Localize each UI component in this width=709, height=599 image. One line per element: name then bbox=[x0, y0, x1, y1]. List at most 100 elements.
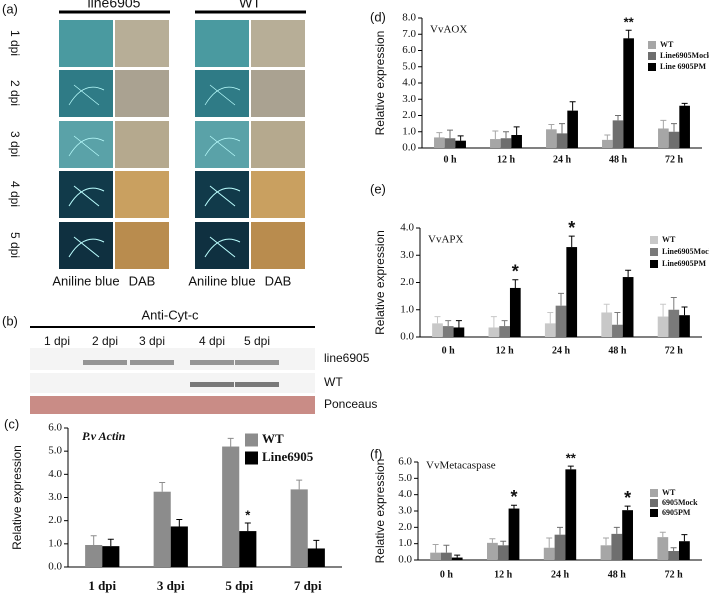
bar bbox=[554, 534, 566, 560]
error-bar bbox=[159, 481, 166, 492]
significance: ** bbox=[624, 15, 635, 30]
y-tick-label: 5.0 bbox=[398, 472, 412, 484]
bar bbox=[102, 546, 120, 567]
bar bbox=[432, 323, 443, 337]
lane-label: 4 dpi bbox=[199, 334, 225, 348]
row-label: 5 dpi bbox=[8, 232, 22, 258]
y-tick-label: 6.0 bbox=[398, 456, 412, 468]
micrograph bbox=[195, 171, 249, 218]
y-tick-label: 4.0 bbox=[398, 488, 412, 500]
bar bbox=[441, 552, 452, 560]
y-tick-label: 1.0 bbox=[402, 125, 416, 137]
bar bbox=[668, 309, 680, 337]
micrograph bbox=[115, 222, 169, 269]
stain-label: DAB bbox=[265, 273, 292, 288]
error-bar bbox=[559, 123, 565, 134]
error-bar bbox=[176, 519, 183, 527]
bar bbox=[678, 541, 690, 560]
hypha bbox=[68, 84, 105, 106]
antibody-label: Anti-Cyt-c bbox=[141, 307, 199, 322]
bar bbox=[444, 138, 456, 148]
micrograph bbox=[115, 20, 169, 67]
error-bar bbox=[671, 123, 677, 132]
bar bbox=[657, 316, 669, 337]
micrograph bbox=[251, 222, 305, 269]
significance: ** bbox=[566, 451, 577, 466]
x-tick-label: 0 h bbox=[440, 569, 454, 580]
bar bbox=[222, 446, 240, 567]
blot bbox=[30, 348, 315, 370]
band bbox=[83, 360, 127, 365]
chart-title: P.v Actin bbox=[82, 429, 126, 443]
panel-label: (f) bbox=[370, 446, 382, 461]
band bbox=[235, 360, 279, 365]
y-tick-label: 7.0 bbox=[402, 28, 416, 40]
error-bar bbox=[670, 296, 677, 310]
error-bar bbox=[659, 531, 666, 538]
bar bbox=[499, 326, 510, 337]
error-bar bbox=[434, 316, 441, 324]
y-tick-label: 3.0 bbox=[402, 93, 416, 105]
y-tick-label: 0.0 bbox=[48, 561, 62, 573]
micrograph bbox=[115, 121, 169, 168]
row-label: 2 dpi bbox=[8, 80, 22, 106]
error-bar bbox=[670, 547, 677, 552]
band bbox=[130, 360, 174, 365]
error-bar bbox=[614, 311, 621, 325]
y-tick-label: 3.0 bbox=[400, 249, 414, 261]
y-axis-label: Relative expression bbox=[373, 459, 387, 564]
legend-swatch bbox=[245, 433, 258, 447]
column-label: line6905 bbox=[88, 0, 141, 11]
y-tick-label: 4.0 bbox=[402, 77, 416, 89]
y-tick-label: 2.0 bbox=[402, 109, 416, 121]
panel-label: (b) bbox=[2, 313, 18, 328]
y-tick-label: 4.0 bbox=[48, 468, 62, 480]
hypha bbox=[204, 185, 241, 207]
y-tick-label: 6.0 bbox=[48, 422, 62, 434]
bar bbox=[453, 327, 465, 337]
bar bbox=[508, 508, 520, 560]
x-tick-label: 72 h bbox=[665, 569, 684, 580]
x-tick-label: 12 h bbox=[496, 345, 515, 356]
micrograph bbox=[115, 171, 169, 218]
bar bbox=[153, 491, 171, 567]
error-bar bbox=[546, 537, 553, 548]
micrograph bbox=[251, 121, 305, 168]
error-bar bbox=[90, 535, 97, 545]
error-bar bbox=[567, 465, 574, 470]
hypha bbox=[204, 84, 241, 106]
x-tick-label: 48 h bbox=[609, 154, 628, 165]
error-bar bbox=[660, 303, 667, 317]
error-bar bbox=[244, 522, 251, 532]
legend-label: Line 6905PM bbox=[660, 62, 706, 71]
x-tick-label: 3 dpi bbox=[157, 578, 185, 593]
error-bar bbox=[603, 537, 610, 546]
bar bbox=[487, 542, 498, 560]
bar bbox=[679, 105, 690, 148]
bar bbox=[567, 110, 578, 148]
legend-label: Line6905 bbox=[262, 449, 314, 464]
row-label: 3 dpi bbox=[8, 131, 22, 157]
blot-row-label: line6905 bbox=[324, 351, 370, 365]
error-bar bbox=[603, 303, 610, 313]
bar bbox=[602, 139, 613, 148]
legend-swatch bbox=[650, 248, 658, 256]
bar bbox=[490, 139, 501, 148]
legend-label: Line6905Mock bbox=[662, 247, 709, 256]
error-bar bbox=[489, 538, 496, 543]
error-bar bbox=[569, 101, 576, 111]
panel-label: (a) bbox=[2, 1, 18, 16]
error-bar bbox=[604, 134, 611, 140]
error-bar bbox=[432, 543, 439, 553]
legend-swatch bbox=[650, 236, 658, 244]
bar bbox=[566, 247, 578, 337]
bar bbox=[679, 315, 690, 337]
micrograph bbox=[195, 222, 249, 269]
micrograph bbox=[251, 171, 305, 218]
stain-label: DAB bbox=[129, 273, 156, 288]
error-bar bbox=[443, 544, 450, 553]
error-bar bbox=[227, 437, 234, 447]
x-tick-label: 24 h bbox=[551, 569, 570, 580]
stain-label: Aniline blue bbox=[188, 273, 255, 288]
